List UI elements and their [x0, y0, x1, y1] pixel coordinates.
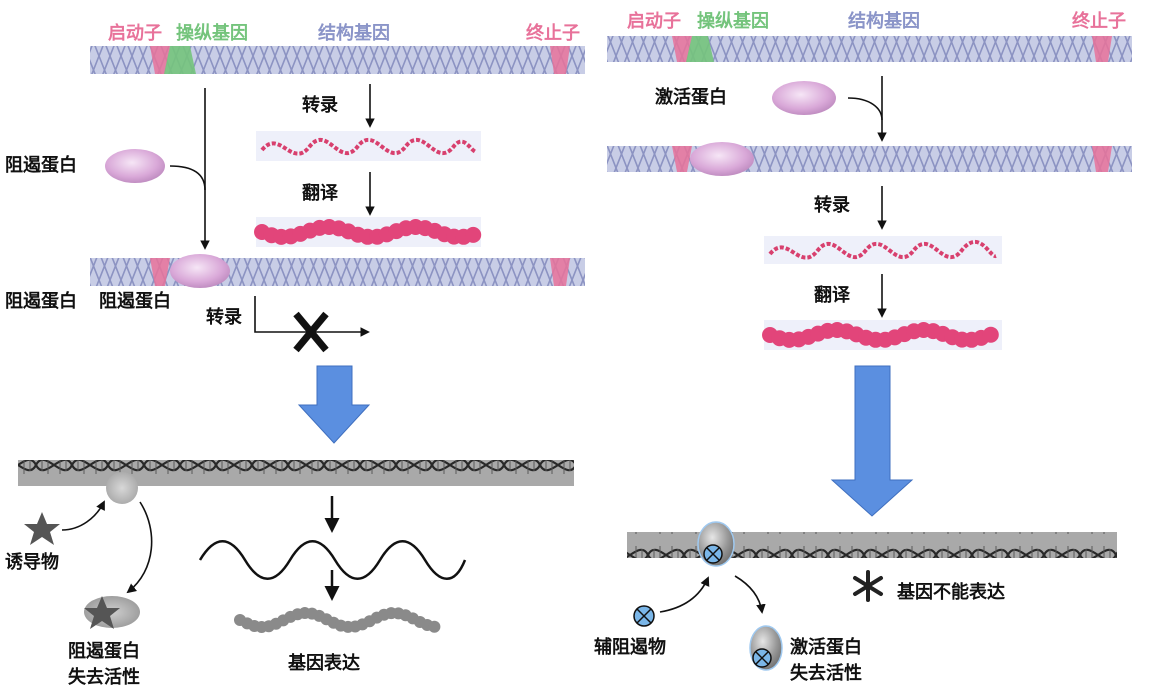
bound-activator — [690, 142, 754, 176]
operator-marker — [164, 46, 196, 74]
inactive-star-icon — [84, 596, 120, 629]
gene-expression-label: 基因表达 — [288, 653, 360, 674]
right-terminator-label: 终止子 — [1072, 11, 1126, 32]
left-mrna — [256, 131, 481, 161]
bound-repressor — [170, 254, 230, 288]
left-structural-label: 结构基因 — [318, 23, 390, 44]
left-blocked-transcription-label: 转录 — [206, 307, 242, 328]
right-protein-beads-pink — [762, 322, 999, 348]
right-activator-label: 激活蛋白 — [655, 87, 727, 108]
inactive-activator-x-icon — [752, 648, 772, 668]
promoter-marker — [150, 46, 170, 74]
right-dna-activated — [607, 142, 1132, 176]
right-translation-label: 翻译 — [814, 285, 850, 306]
inducer-star-icon — [24, 512, 60, 545]
left-repressor-label: 阻遏蛋白 — [5, 155, 77, 176]
activator-inactive-label-2: 失去活性 — [790, 663, 862, 684]
corepressor-curve-arrow — [659, 576, 710, 613]
activator-ellipse — [772, 81, 836, 115]
right-big-arrow — [830, 365, 914, 517]
activator-release-arrow — [734, 575, 766, 614]
right-operator-label: 操纵基因 — [697, 11, 769, 32]
left-terminator-label: 终止子 — [526, 23, 580, 44]
left-repressor-label-b: 阻遏蛋白 — [99, 291, 171, 312]
block-x-icon — [293, 311, 329, 353]
inducer-bound-repressor — [106, 472, 138, 504]
repressor-curve — [169, 165, 206, 191]
right-promoter-label: 启动子 — [627, 11, 681, 32]
right-dna-top — [607, 36, 1132, 62]
left-protein-beads-gray — [234, 607, 441, 633]
activator-inactive-label-1: 激活蛋白 — [790, 637, 862, 658]
no-expression-label: 基因不能表达 — [897, 582, 1005, 603]
left-translation-label: 翻译 — [302, 183, 338, 204]
left-bottom-dna — [18, 460, 574, 486]
right-mrna — [764, 236, 1002, 264]
left-mrna-wave — [198, 540, 467, 580]
left-dna-repressed — [90, 254, 585, 288]
inducer-curve-arrow — [61, 500, 105, 531]
inactivation-curve-arrow — [126, 501, 153, 594]
blocked-transcription-arrow — [254, 296, 370, 337]
left-transcription-label: 转录 — [302, 95, 338, 116]
repressor-inactive-label-1: 阻遏蛋白 — [68, 641, 140, 662]
activator-curve — [847, 97, 883, 121]
left-promoter-label: 启动子 — [108, 23, 162, 44]
left-repressor-label-a: 阻遏蛋白 — [5, 291, 77, 312]
left-operator-label: 操纵基因 — [176, 23, 248, 44]
no-expression-asterisk-icon — [853, 570, 883, 602]
left-protein-beads-pink — [254, 219, 482, 245]
repressor-inactive-label-2: 失去活性 — [68, 667, 140, 688]
corepressor-label: 辅阻遏物 — [594, 637, 666, 658]
right-structural-label: 结构基因 — [848, 11, 920, 32]
terminator-marker — [550, 46, 570, 74]
corepressor-icon — [633, 605, 655, 627]
left-dna-top — [90, 46, 585, 74]
inducer-label: 诱导物 — [5, 552, 59, 573]
right-transcription-label: 转录 — [814, 195, 850, 216]
left-big-arrow — [297, 365, 371, 444]
repressor-ellipse — [105, 149, 165, 183]
corepressor-bound-icon — [703, 544, 723, 564]
